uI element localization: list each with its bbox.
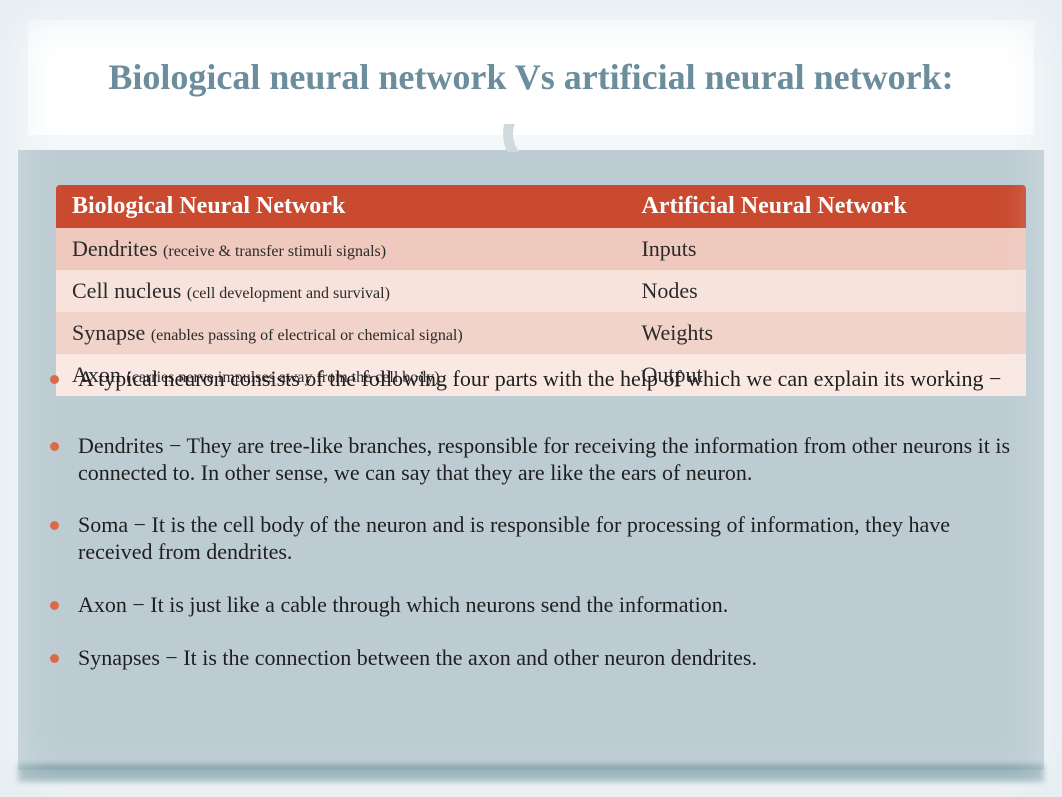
bio-term: Dendrites xyxy=(72,236,158,261)
bio-term: Synapse xyxy=(72,320,145,345)
bio-sub: (cell development and survival) xyxy=(187,285,390,302)
list-item: A typical neuron consists of the followi… xyxy=(46,366,1026,393)
table-row: Dendrites (receive & transfer stimuli si… xyxy=(56,228,1026,270)
ann-cell: Nodes xyxy=(625,270,1026,312)
bottom-accent-bar xyxy=(18,764,1044,782)
bio-sub: (receive & transfer stimuli signals) xyxy=(163,243,386,260)
list-item: Axon − It is just like a cable through w… xyxy=(46,592,1026,619)
list-item: Soma − It is the cell body of the neuron… xyxy=(46,512,1026,566)
table-row: Synapse (enables passing of electrical o… xyxy=(56,312,1026,354)
col-header-biological: Biological Neural Network xyxy=(56,185,625,228)
slide-title: Biological neural network Vs artificial … xyxy=(108,56,953,99)
ann-cell: Inputs xyxy=(625,228,1026,270)
comparison-table: Biological Neural Network Artificial Neu… xyxy=(56,185,1026,396)
bio-cell: Synapse (enables passing of electrical o… xyxy=(56,312,625,354)
table-header-row: Biological Neural Network Artificial Neu… xyxy=(56,185,1026,228)
table-row: Cell nucleus (cell development and survi… xyxy=(56,270,1026,312)
bio-cell: Cell nucleus (cell development and survi… xyxy=(56,270,625,312)
title-ornament-icon xyxy=(503,124,559,152)
title-block: Biological neural network Vs artificial … xyxy=(28,20,1034,135)
col-header-artificial: Artificial Neural Network xyxy=(625,185,1026,228)
list-item: Synapses − It is the connection between … xyxy=(46,645,1026,672)
bio-term: Cell nucleus xyxy=(72,278,181,303)
ann-cell: Weights xyxy=(625,312,1026,354)
bio-sub: (enables passing of electrical or chemic… xyxy=(151,327,463,344)
list-item: Dendrites − They are tree-like branches,… xyxy=(46,433,1026,487)
bio-cell: Dendrites (receive & transfer stimuli si… xyxy=(56,228,625,270)
bullet-list: A typical neuron consists of the followi… xyxy=(46,366,1026,698)
